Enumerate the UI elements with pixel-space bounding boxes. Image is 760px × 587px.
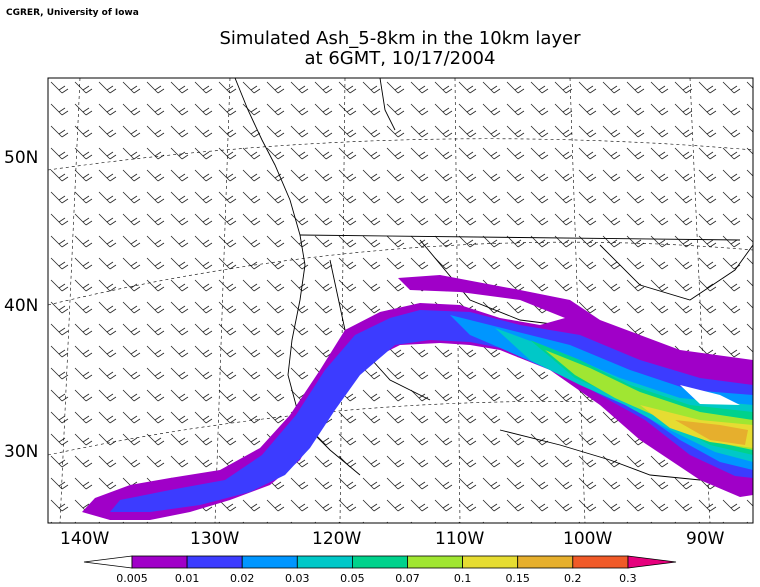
- colorbar-cell: [241, 555, 298, 569]
- colorbar-cell: [462, 555, 519, 569]
- colorbar-label: 0.005: [116, 572, 148, 585]
- colorbar-cell: [572, 555, 629, 569]
- lon-label-110w: 110W: [435, 529, 484, 549]
- wind-barbs: [48, 78, 753, 523]
- colorbar-cell: [351, 555, 408, 569]
- lon-label-100w: 100W: [563, 529, 612, 549]
- colorbar-label: 0.01: [175, 572, 200, 585]
- colorbar-cell: [186, 555, 243, 569]
- colorbar-label: 0.02: [230, 572, 255, 585]
- map-title-line2: at 6GMT, 10/17/2004: [304, 48, 496, 69]
- lon-label-130w: 130W: [190, 529, 239, 549]
- lon-label-120w: 120W: [312, 529, 361, 549]
- colorbar-label: 0.05: [340, 572, 365, 585]
- credit-label: CGRER, University of Iowa: [6, 8, 139, 18]
- ash-plume: [82, 275, 753, 520]
- map-frame: [47, 77, 754, 524]
- map-area: [48, 78, 753, 523]
- lat-label-40n: 40N: [4, 296, 38, 316]
- map-title-line1: Simulated Ash_5-8km in the 10km layer: [219, 28, 581, 49]
- colorbar-high-arrow: [627, 555, 677, 569]
- colorbar-label: 0.15: [505, 572, 530, 585]
- colorbar-label: 0.03: [285, 572, 310, 585]
- lat-label-50n: 50N: [4, 148, 38, 168]
- colorbar-cell: [296, 555, 353, 569]
- colorbar-label: 0.1: [454, 572, 472, 585]
- lon-label-140w: 140W: [60, 529, 109, 549]
- colorbar-cell: [407, 555, 463, 569]
- colorbar: 0.005 0.01 0.02 0.03 0.05 0.07 0.1 0.15 0.2 0.3: [83, 555, 677, 585]
- colorbar-cell: [131, 555, 188, 569]
- colorbar-label: 0.2: [564, 572, 582, 585]
- colorbar-cell: [517, 555, 574, 569]
- lon-label-90w: 90W: [686, 529, 725, 549]
- colorbar-label: 0.07: [395, 572, 420, 585]
- colorbar-low-arrow: [83, 555, 133, 569]
- colorbar-label: 0.3: [619, 572, 637, 585]
- lat-label-30n: 30N: [4, 442, 38, 462]
